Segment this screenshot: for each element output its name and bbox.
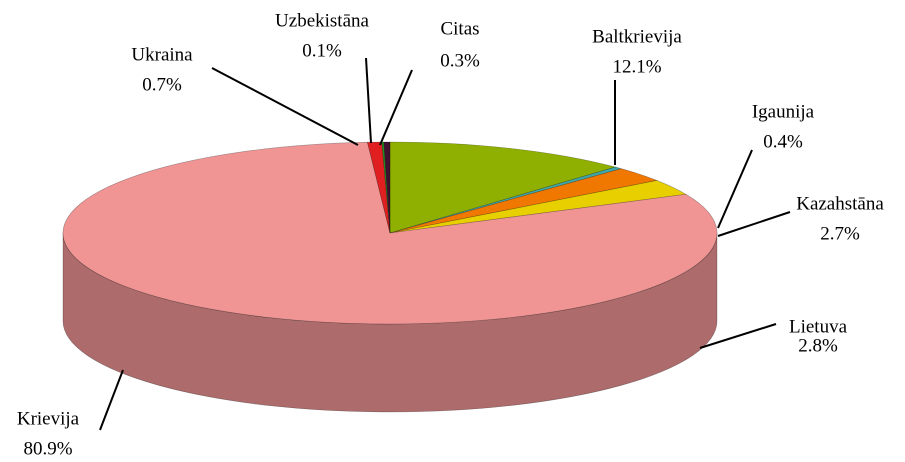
slice-value: 0.1% xyxy=(302,40,342,61)
slice-label: Uzbekistāna xyxy=(275,10,369,31)
pie-slice xyxy=(383,141,391,234)
slice-label: Krievija xyxy=(17,408,80,429)
pie-slice xyxy=(62,141,718,325)
leader-line xyxy=(211,67,359,146)
leader-line xyxy=(379,69,413,146)
slice-label: Kazahstāna xyxy=(796,193,884,214)
slice-value: 2.7% xyxy=(820,223,860,244)
slice-label: Baltkrievija xyxy=(592,26,682,47)
slice-label: Citas xyxy=(440,18,479,39)
leader-line xyxy=(99,369,124,431)
pie-slice xyxy=(389,166,623,234)
slice-label: Ukraina xyxy=(131,44,193,65)
slice-label: Lietuva xyxy=(789,316,848,337)
leader-line xyxy=(717,149,753,229)
slice-label: Igaunija xyxy=(752,101,815,122)
slice-value: 0.7% xyxy=(142,74,182,95)
slice-value: 12.1% xyxy=(612,56,661,77)
pie-slice xyxy=(389,168,659,234)
leader-line xyxy=(699,323,777,349)
slice-value: 80.9% xyxy=(23,438,72,459)
pie-slice xyxy=(389,141,617,234)
slice-value: 0.4% xyxy=(763,131,803,152)
pie-slice xyxy=(389,180,687,234)
slice-value: 2.8% xyxy=(798,335,838,356)
slice-value: 0.3% xyxy=(440,50,480,71)
leader-line xyxy=(365,57,372,144)
leader-line xyxy=(717,211,791,237)
